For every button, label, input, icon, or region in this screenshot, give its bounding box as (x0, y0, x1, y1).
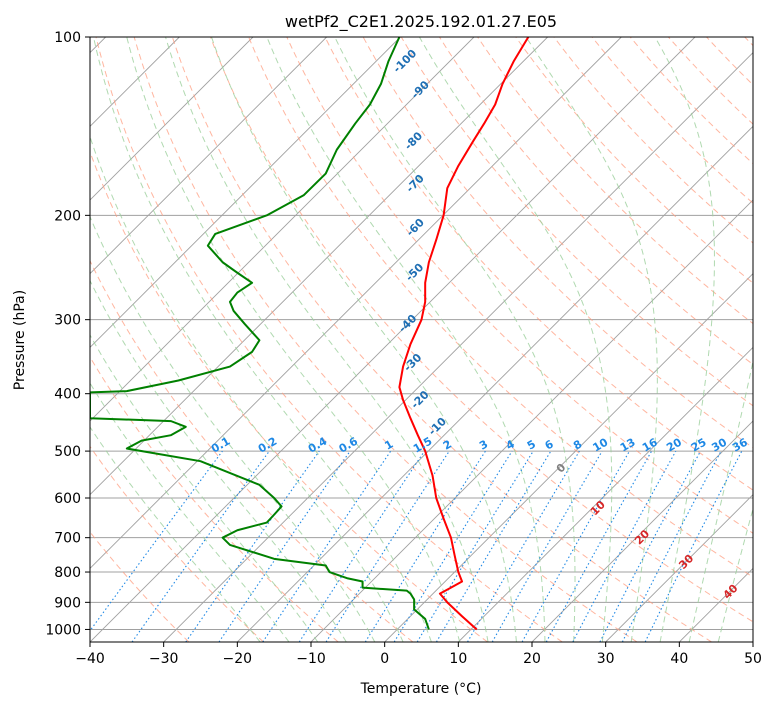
moist-adiabat-line (90, 215, 376, 642)
mixing-ratio-line (298, 450, 425, 642)
dry-adiabat-line (324, 37, 753, 491)
x-tick-label: 10 (449, 651, 467, 667)
isotherm-line (237, 125, 753, 642)
mixing-ratio-line (545, 450, 653, 642)
x-tick-label: −40 (75, 651, 105, 667)
y-tick-label: 900 (54, 595, 81, 611)
y-tick-label: 100 (54, 30, 81, 46)
x-tick-label: 0 (380, 651, 389, 667)
isotherm-line (163, 52, 753, 642)
moist-adiabat-line (266, 37, 546, 642)
mixing-ratio-line (416, 450, 534, 642)
isotherm-line (531, 420, 753, 642)
mixing-ratio-line (644, 450, 743, 642)
mixing-ratio-line (521, 450, 630, 642)
temperature-line (398, 37, 530, 631)
isobar-grid (90, 37, 753, 630)
isotherm-line (90, 37, 401, 348)
x-axis-title: Temperature (°C) (360, 681, 482, 697)
moist-adiabat-line (90, 135, 404, 642)
dry-adiabat-line (90, 259, 414, 642)
moist-adiabat-line (211, 37, 517, 642)
mixing-ratio-line (90, 450, 223, 632)
isotherm-line (90, 37, 696, 642)
x-tick-label: −10 (296, 651, 326, 667)
chart-title: wetPf2_C2E1.2025.192.01.27.E05 (285, 12, 557, 32)
y-tick-label: 800 (54, 565, 81, 581)
isotherm-line (90, 37, 622, 569)
dry-adiabat-line (248, 37, 753, 578)
moist-adiabat-line (90, 334, 319, 642)
isotherm-line (90, 37, 548, 496)
sounding-series (90, 37, 530, 631)
dry-adiabat-line (286, 37, 753, 534)
isotherm-line (458, 346, 753, 642)
y-tick-label: 200 (54, 208, 81, 224)
mixing-ratio-line (572, 450, 677, 642)
y-tick-label: 600 (54, 491, 81, 507)
x-tick-label: −20 (223, 651, 253, 667)
dry-adiabat-line (210, 37, 753, 623)
mixing-ratio-lines (90, 450, 743, 642)
y-tick-label: 400 (54, 387, 81, 403)
moist-adiabat-line (717, 507, 753, 642)
moist-adiabat-line (654, 37, 715, 642)
x-axis: −40 −30 −20 −10 0 10 20 30 40 50 (75, 642, 762, 667)
mixing-ratio-line (262, 450, 392, 642)
dry-adiabat-line (90, 356, 339, 642)
x-tick-label: 50 (744, 651, 762, 667)
isotherm-line (605, 494, 753, 642)
isotherm-line (90, 37, 475, 422)
moist-adiabat-line (90, 426, 261, 642)
mixing-ratio-line (131, 450, 270, 642)
moist-adiabat-line (688, 359, 753, 642)
y-axis-title: Pressure (hPa) (12, 290, 28, 390)
x-tick-label: 20 (523, 651, 541, 667)
moist-adiabat-line (90, 382, 290, 642)
mixing-ratio-line (325, 450, 450, 642)
x-tick-label: 40 (670, 651, 688, 667)
isotherm-line (90, 37, 327, 275)
y-tick-label: 300 (54, 313, 81, 329)
x-tick-label: 30 (597, 651, 615, 667)
dry-adiabat-line (515, 37, 753, 284)
moist-adiabat-line (418, 37, 613, 642)
plot-area: 0.1 0.2 0.4 0.6 1 1.5 2 3 4 5 6 8 10 13 16 20 25 30 36-100… (90, 37, 753, 642)
y-tick-label: 1000 (45, 622, 81, 638)
mixing-ratio-line (185, 450, 320, 642)
y-tick-label: 700 (54, 531, 81, 547)
isotherm-line (384, 273, 753, 642)
y-tick-label: 500 (54, 444, 81, 460)
dry-adiabats (90, 37, 753, 642)
moist-adiabat-line (525, 37, 658, 642)
x-tick-label: −30 (149, 651, 179, 667)
dry-adiabat-line (171, 37, 712, 642)
moist-adiabat-line (126, 37, 461, 642)
isotherm-grid (90, 37, 753, 642)
mixing-ratio-line (393, 450, 513, 642)
isotherm-line (90, 37, 254, 201)
y-axis: 100 200 300 400 500 600 700 800 900 1000 (45, 30, 90, 638)
moist-adiabat-line (334, 37, 576, 642)
dry-adiabat-line (90, 445, 264, 642)
plot-frame (89, 36, 754, 643)
dewpoint-line (90, 37, 430, 630)
dry-adiabat-line (95, 37, 563, 642)
mixing-ratio-line (218, 450, 351, 642)
